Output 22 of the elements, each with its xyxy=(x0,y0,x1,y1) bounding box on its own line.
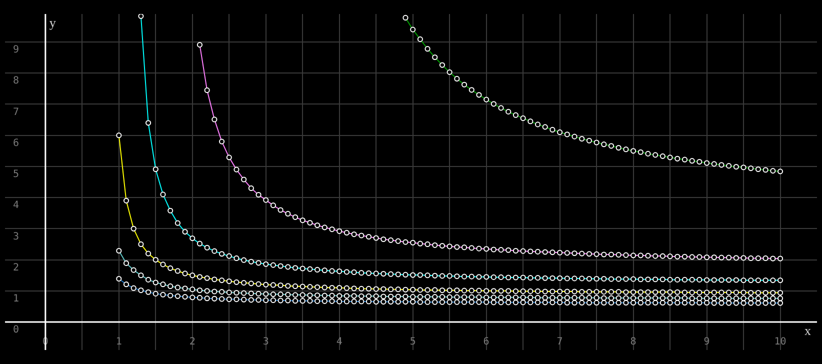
y-tick-label: 1 xyxy=(13,293,20,304)
x-tick-label: 5 xyxy=(410,336,416,348)
y-tick-label: 5 xyxy=(13,169,20,180)
x-tick-label: 7 xyxy=(556,336,563,348)
y-tick-label: 0 xyxy=(13,324,20,336)
y-tick-label: 9 xyxy=(13,44,20,56)
x-axis-title: x xyxy=(804,322,812,338)
y-axis-title: y xyxy=(49,14,56,30)
y-tick-label: 7 xyxy=(13,106,20,118)
y-tick-label: 2 xyxy=(13,262,20,274)
x-tick-label: 10 xyxy=(774,336,786,348)
x-tick-label: 6 xyxy=(483,336,490,348)
x-tick-label: 1 xyxy=(116,336,122,348)
y-tick-label: 3 xyxy=(13,231,20,242)
x-tick-label: 2 xyxy=(189,336,196,348)
x-tick-label: 9 xyxy=(704,336,710,348)
x-tick-label: 8 xyxy=(630,336,636,348)
y-tick-label: 4 xyxy=(13,200,20,212)
x-tick-label: 3 xyxy=(262,336,269,348)
y-tick-label: 8 xyxy=(13,76,20,87)
y-tick-label: 6 xyxy=(13,138,20,149)
x-tick-label: 4 xyxy=(336,336,342,348)
